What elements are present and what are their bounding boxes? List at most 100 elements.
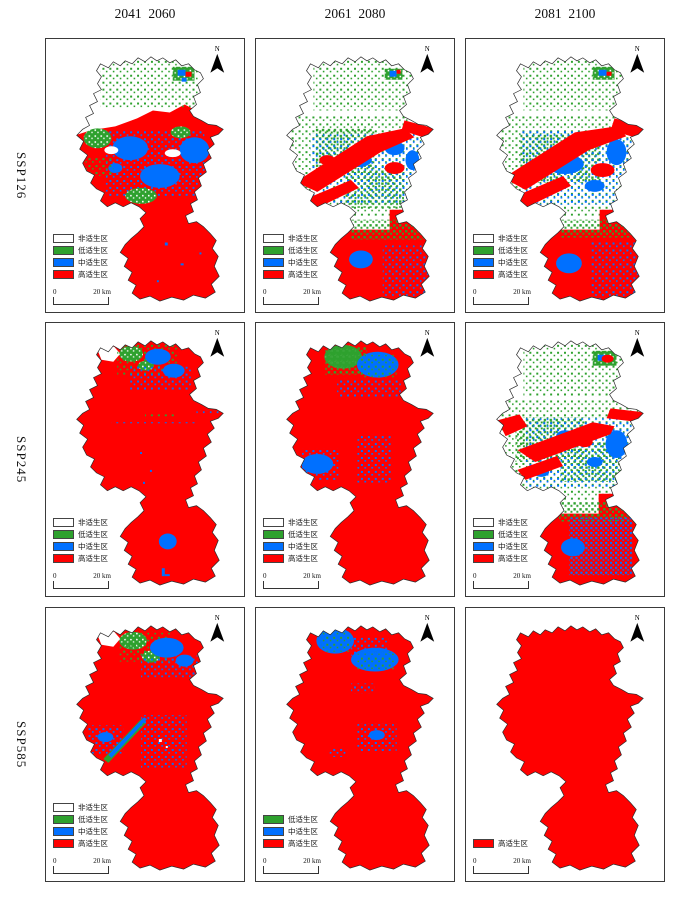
scale-bar-line	[473, 581, 529, 589]
legend-swatch	[263, 827, 284, 836]
legend-item: 中适生区	[53, 827, 108, 836]
north-arrow-icon: N	[420, 46, 435, 73]
legend-swatch	[53, 530, 74, 539]
map-canvas: N	[496, 330, 645, 586]
row-label-ssp245: SSP245	[14, 435, 29, 484]
legend-swatch	[53, 839, 74, 848]
legend-label: 中适生区	[288, 257, 318, 267]
legend-label: 中适生区	[78, 541, 108, 551]
scale-zero: 0	[473, 288, 477, 296]
scale-distance: 20 km	[93, 572, 111, 580]
scale-bar-line	[473, 866, 529, 874]
legend-item: 非适生区	[263, 518, 318, 527]
legend-label: 高适生区	[288, 838, 318, 848]
scale-distance: 20 km	[93, 288, 111, 296]
map-canvas: N	[286, 615, 435, 871]
scale-zero: 0	[263, 572, 267, 580]
legend-label: 高适生区	[78, 269, 108, 279]
scale-distance: 20 km	[513, 288, 531, 296]
legend-item: 高适生区	[263, 270, 318, 279]
legend-label: 低适生区	[78, 245, 108, 255]
map-canvas: N	[286, 46, 435, 302]
legend-label: 低适生区	[78, 814, 108, 824]
north-arrow-icon: N	[210, 615, 225, 642]
legend-label: 非适生区	[498, 233, 528, 243]
scale-zero: 0	[263, 857, 267, 865]
north-arrow-icon: N	[630, 46, 645, 73]
legend-label: 中适生区	[288, 826, 318, 836]
column-header-period-3: 2081 2100	[534, 6, 596, 21]
legend-item: 非适生区	[473, 518, 528, 527]
map-canvas: N	[496, 46, 645, 302]
scale-bar: 0 20 km	[53, 289, 111, 305]
scale-bar-line	[263, 866, 319, 874]
legend-label: 中适生区	[498, 541, 528, 551]
scale-bar-line	[263, 297, 319, 305]
legend-swatch	[53, 554, 74, 563]
legend-item: 中适生区	[53, 258, 108, 267]
legend-swatch	[473, 258, 494, 267]
map-panel-ssp126-2041-2060: N 非适生区低适生区中适生区高适生区 0 20 km	[45, 38, 245, 313]
scale-distance: 20 km	[303, 288, 321, 296]
legend-item: 非适生区	[473, 234, 528, 243]
legend-label: 非适生区	[78, 802, 108, 812]
legend-label: 非适生区	[78, 233, 108, 243]
scale-bar-line	[53, 297, 109, 305]
legend-swatch	[263, 815, 284, 824]
legend-label: 高适生区	[78, 553, 108, 563]
legend: 非适生区低适生区中适生区高适生区	[53, 518, 108, 563]
svg-text:N: N	[635, 46, 640, 53]
legend-swatch	[263, 246, 284, 255]
svg-text:N: N	[635, 330, 640, 337]
svg-text:N: N	[215, 46, 220, 53]
legend-label: 高适生区	[498, 269, 528, 279]
column-header-period-1: 2041 2060	[114, 6, 176, 21]
scale-bar-line	[53, 581, 109, 589]
legend-item: 中适生区	[263, 258, 318, 267]
north-arrow-icon: N	[210, 330, 225, 357]
svg-text:N: N	[425, 46, 430, 53]
legend-swatch	[263, 542, 284, 551]
legend: 非适生区 低适生区 中适生区 高适生区	[263, 234, 318, 279]
legend-swatch	[53, 246, 74, 255]
legend-item: 中适生区	[263, 542, 318, 551]
scale-bar: 0 20 km	[263, 573, 321, 589]
legend-label: 低适生区	[498, 529, 528, 539]
legend-swatch	[263, 839, 284, 848]
legend-label: 非适生区	[288, 233, 318, 243]
legend: 非适生区低适生区中适生区高适生区	[53, 234, 108, 279]
legend-item: 低适生区	[473, 246, 528, 255]
legend-item: 高适生区	[263, 554, 318, 563]
legend-item: 非适生区	[53, 234, 108, 243]
legend-label: 中适生区	[288, 541, 318, 551]
legend-item: 非适生区	[263, 234, 318, 243]
scale-bar: 0 20 km	[53, 858, 111, 874]
scale-distance: 20 km	[93, 857, 111, 865]
legend-swatch	[53, 815, 74, 824]
svg-text:N: N	[215, 615, 220, 622]
legend-item: 低适生区	[53, 815, 108, 824]
scale-bar: 0 20 km	[473, 289, 531, 305]
map-panel-ssp585-2061-2080: N 低适生区 中适生区 高适生区 0 20 km	[255, 607, 455, 882]
legend-item: 高适生区	[53, 839, 108, 848]
map-panel-ssp585-2041-2060: N 非适生区低适生区中适生区高适生区 0 20 km	[45, 607, 245, 882]
legend-item: 中适生区	[263, 827, 318, 836]
legend-label: 高适生区	[288, 553, 318, 563]
map-panel-ssp245-2041-2060: N 非适生区低适生区中适生区高适生区 0 20 km	[45, 322, 245, 597]
map-panel-ssp245-2061-2080: N 非适生区 低适生区 中适生区 高适生区 0 20 km	[255, 322, 455, 597]
legend-swatch	[473, 530, 494, 539]
legend-label: 非适生区	[78, 517, 108, 527]
legend-item: 高适生区	[473, 554, 528, 563]
legend: 非适生区 低适生区 中适生区 高适生区	[263, 518, 318, 563]
legend-label: 低适生区	[498, 245, 528, 255]
legend-label: 非适生区	[498, 517, 528, 527]
legend-label: 低适生区	[288, 814, 318, 824]
svg-text:N: N	[215, 330, 220, 337]
legend-label: 高适生区	[498, 838, 528, 848]
map-canvas: N	[76, 615, 225, 871]
legend-item: 低适生区	[53, 530, 108, 539]
legend-swatch	[473, 234, 494, 243]
column-header-period-2: 2061 2080	[324, 6, 386, 21]
scale-bar: 0 20 km	[53, 573, 111, 589]
